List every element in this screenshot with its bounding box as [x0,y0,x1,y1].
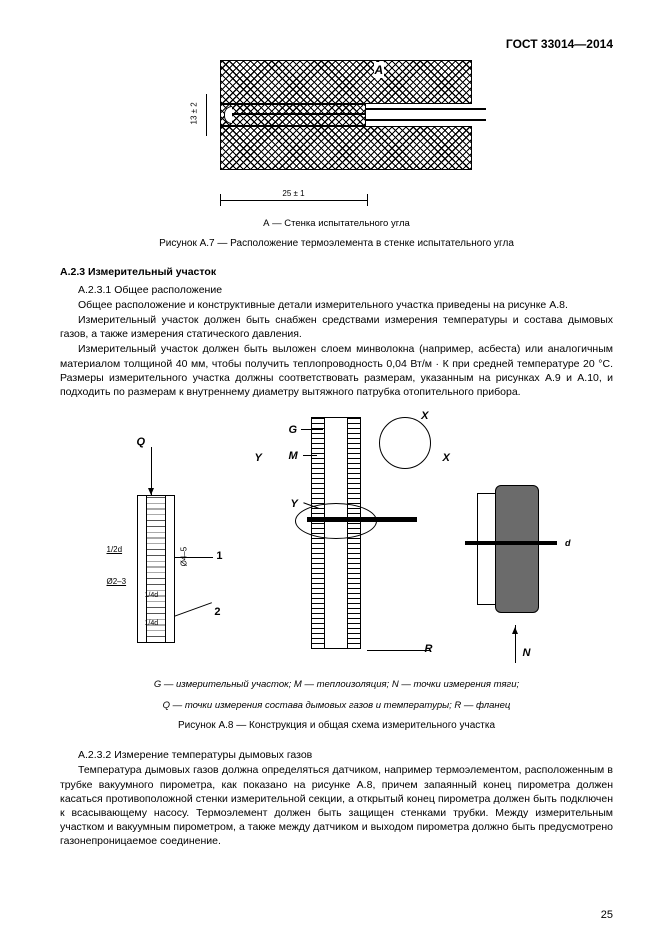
dim-horizontal: 25 ± 1 [220,190,368,208]
arrow-q [151,447,152,497]
dim-12d: 1/2d [107,545,123,556]
panel-y-label: Y [255,451,262,466]
fig8-legend-1: G — измерительный участок; М — теплоизол… [60,679,613,692]
label-r: R [425,642,433,657]
p-a232-h: А.2.3.2 Измерение температуры дымовых га… [60,748,613,762]
r-leader [367,650,431,651]
fig7-title: Рисунок А.7 — Расположение термоэлемента… [60,237,613,251]
dim-14d-a: 1/4d [145,591,159,600]
x-wall [477,493,495,605]
x-probe [465,541,557,545]
leader-m [303,455,317,456]
x-block [495,485,539,613]
p-a231-body1: Общее расположение и конструктивные дета… [60,298,613,312]
lead-wire-1 [366,108,486,110]
hatch-bottom [220,126,472,170]
document-page: ГОСТ 33014—2014 A 13 ± 2 25 ± 1 А — Стен… [0,0,661,848]
p-a232-body: Температура дымовых газов должна определ… [60,763,613,848]
panel-y: Q 1/2d Ø2–3 1/4d 1/4d 1 2 Ø4–5 [93,419,223,659]
p-a231-body2: Измерительный участок должен быть снабже… [60,313,613,341]
figure-a7: A 13 ± 2 25 ± 1 [202,60,472,190]
label-q: Q [137,435,146,450]
fig8-legend-2: Q — точки измерения состава дымовых газо… [60,700,613,713]
leader-g [301,429,323,430]
probe-bar [307,517,417,522]
hatch-top [220,60,472,104]
circle-top [379,417,431,469]
dim-45: Ø4–5 [179,547,190,567]
dim-d: d [565,537,571,549]
fig8-title: Рисунок А.8 — Конструкция и общая схема … [60,719,613,733]
dim-h-value: 25 ± 1 [220,189,368,200]
figure-a8: Y X Q 1/2d Ø2–3 1/4d 1/4d 1 2 Ø4–5 G M [87,411,587,671]
callout-1: 1 [216,549,222,564]
doc-header: ГОСТ 33014—2014 [60,36,613,52]
arrow-n [515,625,516,663]
page-number: 25 [601,909,613,921]
label-m: M [289,449,298,464]
thermocouple-wire [232,113,366,115]
callout-2: 2 [214,605,220,620]
label-xc: X [421,409,428,424]
dim-vertical: 13 ± 2 [196,94,216,136]
hatch-mid [220,104,366,126]
dim-14d-b: 1/4d [145,619,159,628]
lead-wire-2 [366,119,486,121]
panel-x: N d [447,425,577,661]
label-n: N [523,646,531,661]
section-a23-heading: А.2.3 Измерительный участок [60,265,613,279]
label-g: G [289,423,298,438]
fig7-caption: А — Стенка испытательного угла [60,218,613,231]
p-a231: А.2.3.1 Общее расположение [60,283,613,297]
label-a: A [374,62,385,78]
fig8-legend-2-text: Q — точки измерения состава дымовых газо… [163,700,511,711]
label-yc: Y [291,497,298,512]
leader-2 [174,602,212,617]
fig8-legend-1-text: G — измерительный участок; М — теплоизол… [154,679,519,690]
dim-v-value: 13 ± 2 [189,102,200,124]
panel-center: G M Y X R [267,411,407,659]
p-a231-body3: Измерительный участок должен быть выложе… [60,342,613,399]
dim-23: Ø2–3 [107,577,127,588]
